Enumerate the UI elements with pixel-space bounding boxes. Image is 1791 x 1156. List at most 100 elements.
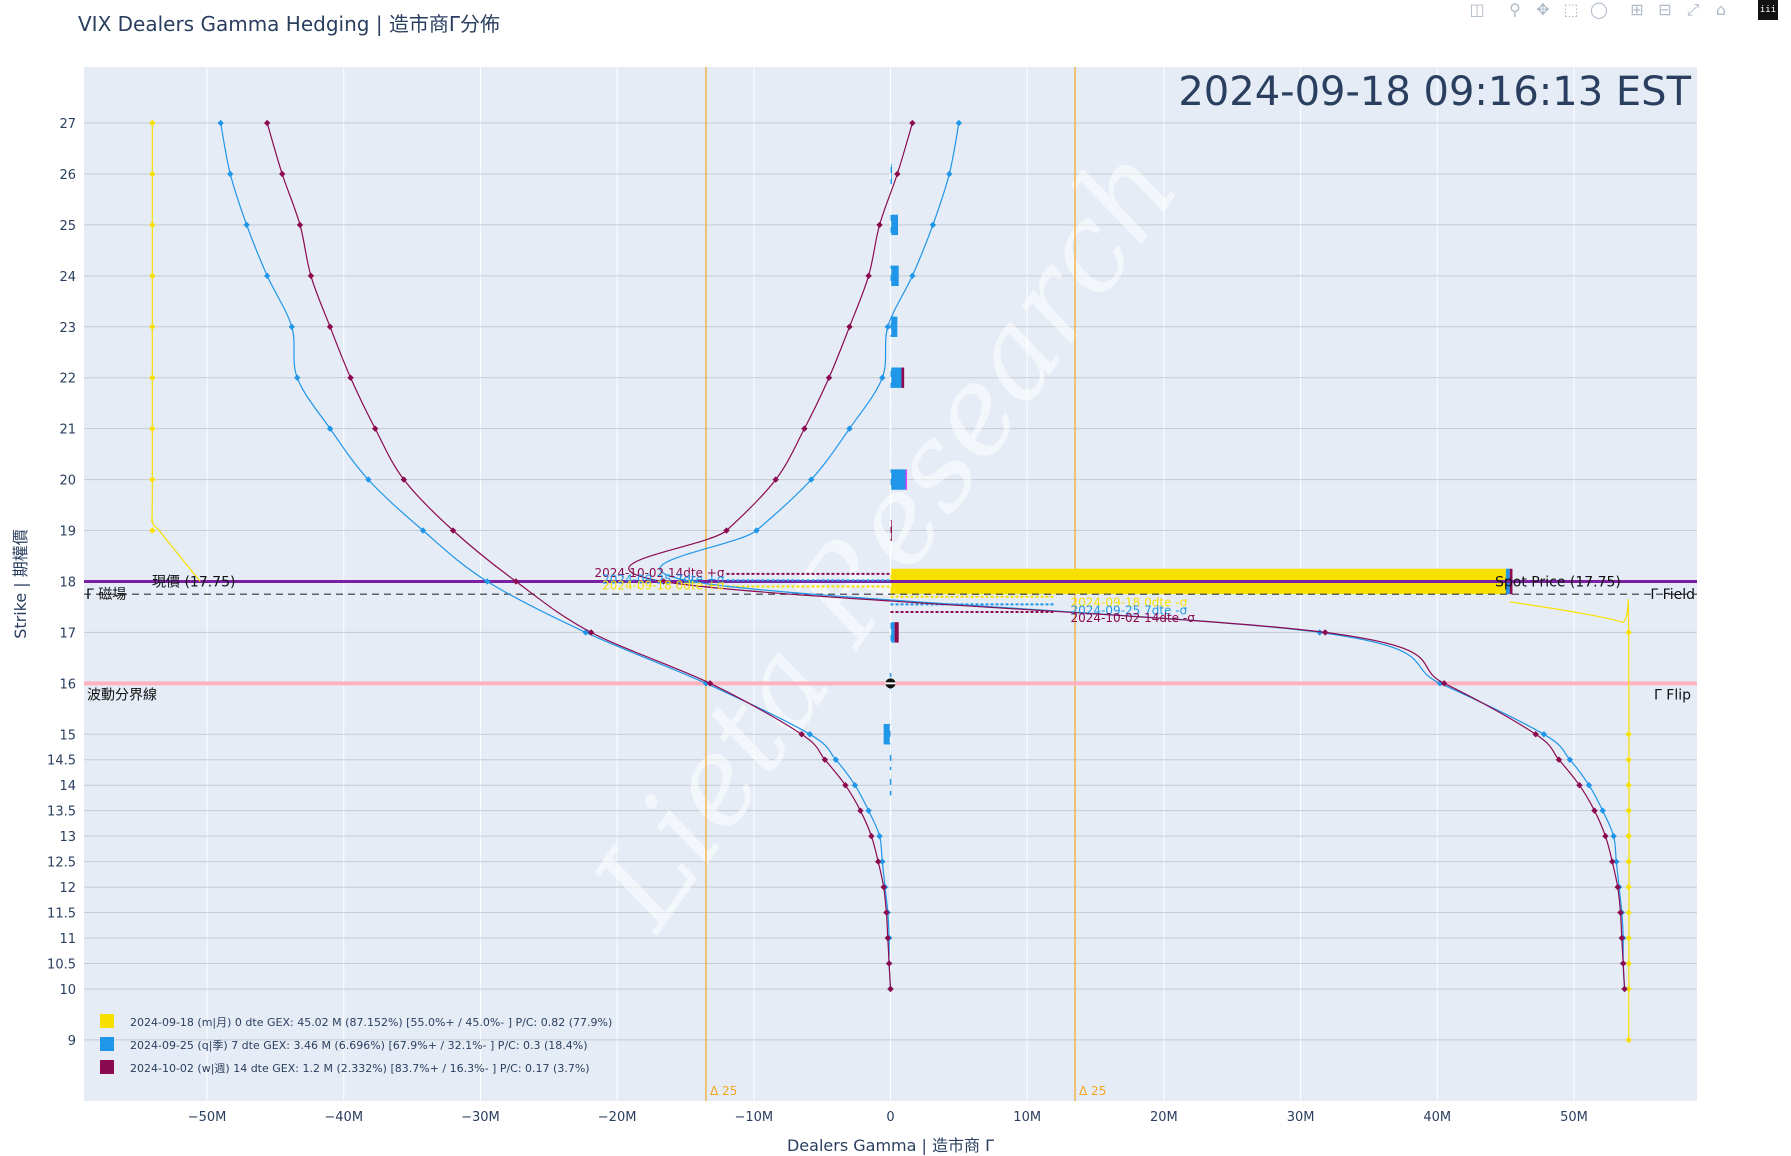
gamma-bar[interactable]	[883, 724, 891, 745]
series-point[interactable]	[1625, 832, 1632, 840]
series-point[interactable]	[772, 476, 779, 483]
series-point[interactable]	[347, 374, 354, 381]
series-point[interactable]	[227, 170, 234, 178]
series-point[interactable]	[1609, 858, 1616, 865]
legend-swatch[interactable]	[100, 1014, 114, 1028]
gamma-bar[interactable]	[890, 367, 902, 388]
series-point[interactable]	[1625, 985, 1632, 993]
series-point[interactable]	[365, 476, 372, 483]
series-point[interactable]	[149, 323, 156, 330]
gamma-bar[interactable]	[889, 749, 892, 770]
series-point[interactable]	[1625, 909, 1632, 916]
autoscale-icon[interactable]: ⤢	[1686, 0, 1700, 19]
box-select-icon[interactable]: ⬚	[1563, 0, 1579, 19]
series-line[interactable]	[151, 123, 201, 582]
series-point[interactable]	[879, 374, 886, 381]
series-point[interactable]	[1625, 1036, 1632, 1044]
series-point[interactable]	[1619, 960, 1627, 967]
series-point[interactable]	[149, 425, 156, 432]
series-point[interactable]	[1591, 807, 1598, 814]
series-point[interactable]	[1440, 680, 1448, 687]
series-point[interactable]	[883, 909, 890, 916]
series-point[interactable]	[865, 807, 872, 814]
series-point[interactable]	[1617, 909, 1624, 916]
series-point[interactable]	[512, 578, 520, 585]
reset-axes-icon[interactable]: ⌂	[1715, 0, 1727, 19]
series-point[interactable]	[876, 221, 883, 229]
legend-swatch[interactable]	[100, 1060, 114, 1074]
series-point[interactable]	[806, 731, 814, 738]
series-point[interactable]	[1618, 934, 1626, 942]
series-point[interactable]	[706, 680, 714, 687]
series-point[interactable]	[1316, 629, 1323, 636]
gamma-bar[interactable]	[890, 265, 899, 287]
series-point[interactable]	[874, 858, 882, 865]
series-point[interactable]	[1625, 858, 1632, 865]
series-point[interactable]	[1625, 934, 1632, 942]
series-point[interactable]	[689, 578, 696, 585]
series-point[interactable]	[1566, 756, 1574, 763]
series-point[interactable]	[149, 272, 156, 280]
gamma-bar[interactable]	[894, 622, 899, 643]
series-point[interactable]	[307, 272, 315, 280]
series-point[interactable]	[1614, 883, 1621, 891]
series-point[interactable]	[243, 221, 250, 229]
series-point[interactable]	[1621, 985, 1628, 993]
series-point[interactable]	[1625, 960, 1632, 967]
series-point[interactable]	[296, 221, 304, 229]
series-point[interactable]	[149, 527, 156, 534]
series-point[interactable]	[753, 527, 760, 534]
series-point[interactable]	[484, 578, 491, 585]
series-point[interactable]	[832, 756, 840, 763]
pan-icon[interactable]: ✥	[1536, 0, 1550, 19]
series-point[interactable]	[846, 425, 853, 432]
series-point[interactable]	[149, 476, 156, 483]
series-point[interactable]	[419, 527, 427, 534]
series-point[interactable]	[1585, 781, 1593, 789]
series-point[interactable]	[1532, 731, 1539, 738]
series-point[interactable]	[1625, 781, 1632, 789]
series-point[interactable]	[149, 170, 156, 178]
series-point[interactable]	[587, 629, 595, 636]
series-point[interactable]	[1610, 832, 1617, 840]
series-point[interactable]	[217, 119, 224, 127]
series-point[interactable]	[1625, 883, 1632, 891]
logo[interactable]: iii	[1758, 0, 1778, 20]
series-point[interactable]	[865, 272, 872, 280]
series-point[interactable]	[263, 272, 271, 280]
series-line[interactable]	[1509, 598, 1630, 1040]
series-point[interactable]	[1576, 781, 1583, 789]
series-point[interactable]	[1625, 731, 1632, 738]
series-point[interactable]	[909, 119, 916, 127]
series-point[interactable]	[1613, 858, 1620, 865]
series-point[interactable]	[660, 578, 667, 585]
series-point[interactable]	[955, 119, 963, 127]
series-point[interactable]	[857, 807, 864, 814]
series-point[interactable]	[702, 680, 710, 687]
series-point[interactable]	[876, 832, 883, 840]
legend-swatch[interactable]	[100, 1037, 114, 1051]
gamma-bar[interactable]	[890, 214, 899, 236]
series-point[interactable]	[288, 323, 295, 330]
series-point[interactable]	[1625, 756, 1632, 763]
series-point[interactable]	[885, 960, 893, 967]
series-point[interactable]	[801, 425, 808, 432]
series-point[interactable]	[1599, 807, 1606, 814]
series-point[interactable]	[1625, 807, 1632, 814]
gamma-bar[interactable]	[901, 367, 905, 388]
series-point[interactable]	[821, 756, 829, 763]
series-point[interactable]	[846, 323, 853, 330]
gamma-bar[interactable]	[890, 520, 893, 541]
lasso-icon[interactable]: ◯	[1590, 0, 1608, 19]
zoom-out-icon[interactable]: ⊟	[1658, 0, 1672, 19]
plot-area[interactable]: Lieta Research	[84, 67, 1697, 1101]
zoom-in-icon[interactable]: ⊞	[1630, 0, 1644, 19]
series-point[interactable]	[1321, 629, 1329, 636]
series-point[interactable]	[279, 170, 286, 178]
series-point[interactable]	[294, 374, 301, 381]
series-point[interactable]	[884, 323, 891, 330]
series-point[interactable]	[400, 476, 408, 483]
series-point[interactable]	[946, 170, 953, 178]
series-point[interactable]	[326, 425, 334, 432]
